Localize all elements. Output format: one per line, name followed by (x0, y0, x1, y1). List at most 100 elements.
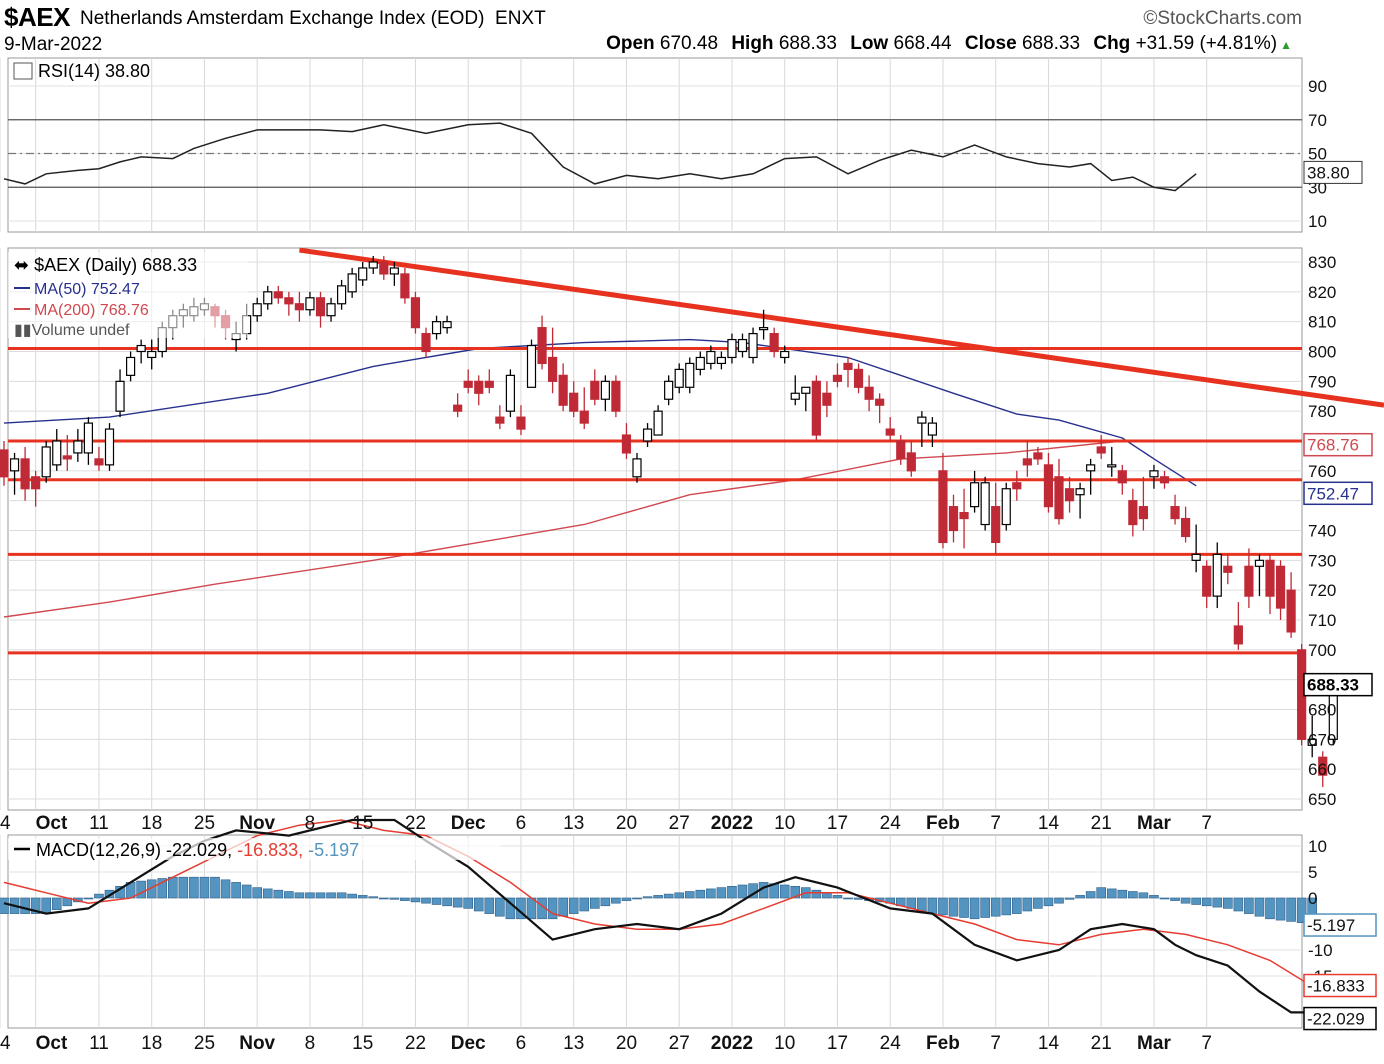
candle-body (853, 368, 864, 388)
panel-border-1 (7, 247, 1303, 811)
x-axis-label: 27 (669, 1033, 690, 1054)
candle-body (727, 338, 737, 359)
candle-body (1117, 470, 1127, 484)
rsi-value-tag (1303, 160, 1363, 184)
macd-histogram-bar (136, 880, 146, 899)
macd-legend-main: MACD(12,26,9) -22.029, (36, 840, 232, 860)
macd-histogram-bar (94, 893, 104, 899)
macd-histogram-bar (30, 897, 41, 914)
macd-histogram-bar (410, 897, 421, 903)
macd-histogram-bar (1296, 897, 1307, 924)
x-axis-label: Feb (926, 813, 960, 834)
macd-histogram-bar (832, 895, 843, 899)
legend-bg (8, 252, 248, 338)
candle-body (379, 261, 389, 275)
candle-body (864, 386, 874, 400)
x-axis-label: 13 (563, 813, 584, 834)
macd-histogram-bar (1033, 897, 1043, 909)
macd-histogram-bar (1043, 897, 1054, 907)
chg-label: Chg (1093, 33, 1131, 54)
candle-body (1275, 565, 1286, 609)
macd-histogram-bar (1191, 897, 1201, 905)
macd-histogram-bar (684, 891, 695, 899)
x-axis-label: Oct (36, 1033, 68, 1054)
x-axis-label: 14 (0, 1033, 11, 1054)
macd-histogram-bar (178, 876, 189, 899)
candle-body (579, 410, 589, 424)
candle-body (136, 344, 146, 353)
x-axis-label: Mar (1137, 1033, 1171, 1054)
macd-histogram-bar (1180, 897, 1191, 904)
candle-body (537, 327, 547, 365)
candle-body (347, 273, 357, 293)
low-label: Low (850, 33, 889, 54)
macd-histogram-bar (231, 882, 241, 899)
x-axis-label: 25 (194, 1033, 215, 1054)
x-axis-label: Feb (926, 1033, 960, 1054)
candle-body (0, 449, 9, 478)
high-value: 688.33 (778, 33, 837, 54)
macd-histogram-bar (927, 897, 938, 914)
rsi-tick-label: 70 (1308, 111, 1327, 130)
candle-body (337, 285, 347, 305)
x-axis-label: 7 (1201, 813, 1212, 834)
candle-body (400, 273, 410, 299)
ma200-legend-label: MA(200) 768.76 (34, 302, 149, 319)
macd-histogram-bar (822, 892, 832, 899)
macd-histogram-bar (579, 897, 590, 912)
x-axis-label: 20 (616, 1033, 637, 1054)
candle-body (1254, 559, 1265, 567)
price-tick-label: 680 (1308, 701, 1336, 720)
macd-histogram-bar (653, 895, 663, 899)
price-tick-label: 660 (1308, 760, 1336, 779)
macd-tag-macd (1303, 1006, 1377, 1031)
candle-body (1033, 452, 1043, 460)
macd-histogram-bar (1244, 897, 1254, 914)
x-axis-label: Dec (451, 1033, 486, 1054)
x-axis-label: Oct (36, 813, 68, 834)
ticker-symbol: $AEX (4, 2, 70, 32)
macd-histogram-bar (969, 897, 980, 920)
macd-histogram-bar (1064, 897, 1075, 900)
price-tick-label: 760 (1308, 462, 1336, 481)
candle-body (706, 350, 716, 365)
candle-body (442, 321, 452, 329)
ma50-line (3, 338, 1197, 487)
macd-histogram-bar (400, 897, 410, 901)
macd-histogram-bar (716, 887, 727, 899)
candle-body (83, 422, 94, 454)
candle-body (41, 446, 51, 478)
close-label: Close (964, 33, 1017, 54)
macd-histogram-bar (980, 897, 990, 918)
candle-body (1075, 488, 1085, 496)
candle-body (284, 297, 294, 305)
macd-histogram-bar (252, 887, 262, 899)
macd-histogram-bar (779, 884, 790, 899)
candle-body (737, 338, 748, 353)
macd-histogram-bar (336, 892, 347, 899)
macd-histogram-bar (695, 889, 706, 899)
stockcharts-watermark[interactable]: ©StockCharts.com (1143, 8, 1302, 29)
macd-legend-signal: -16.833, (232, 840, 303, 860)
macd-histogram-bar (1022, 897, 1033, 912)
macd-histogram-bar (642, 896, 653, 899)
price-tick-label: 830 (1308, 253, 1336, 272)
candle-body (1233, 625, 1243, 645)
x-axis-label: 15 (352, 1033, 373, 1054)
candle-body (695, 356, 705, 371)
macd-tag-hist (1303, 913, 1377, 937)
candle-body (326, 303, 336, 317)
macd-legend-bg (8, 838, 500, 860)
macd-histogram-bar (463, 897, 474, 909)
x-axis-label: 17 (827, 1033, 848, 1054)
candle-body (463, 380, 473, 388)
macd-line (3, 818, 1313, 1014)
candle-body (1043, 464, 1054, 508)
candle-body (1054, 476, 1064, 520)
price-tick-label: 670 (1308, 730, 1336, 749)
price-tick-label: 650 (1308, 790, 1336, 809)
macd-histogram-bar (220, 879, 231, 899)
candle-body (674, 368, 684, 388)
candle-body (263, 291, 273, 305)
